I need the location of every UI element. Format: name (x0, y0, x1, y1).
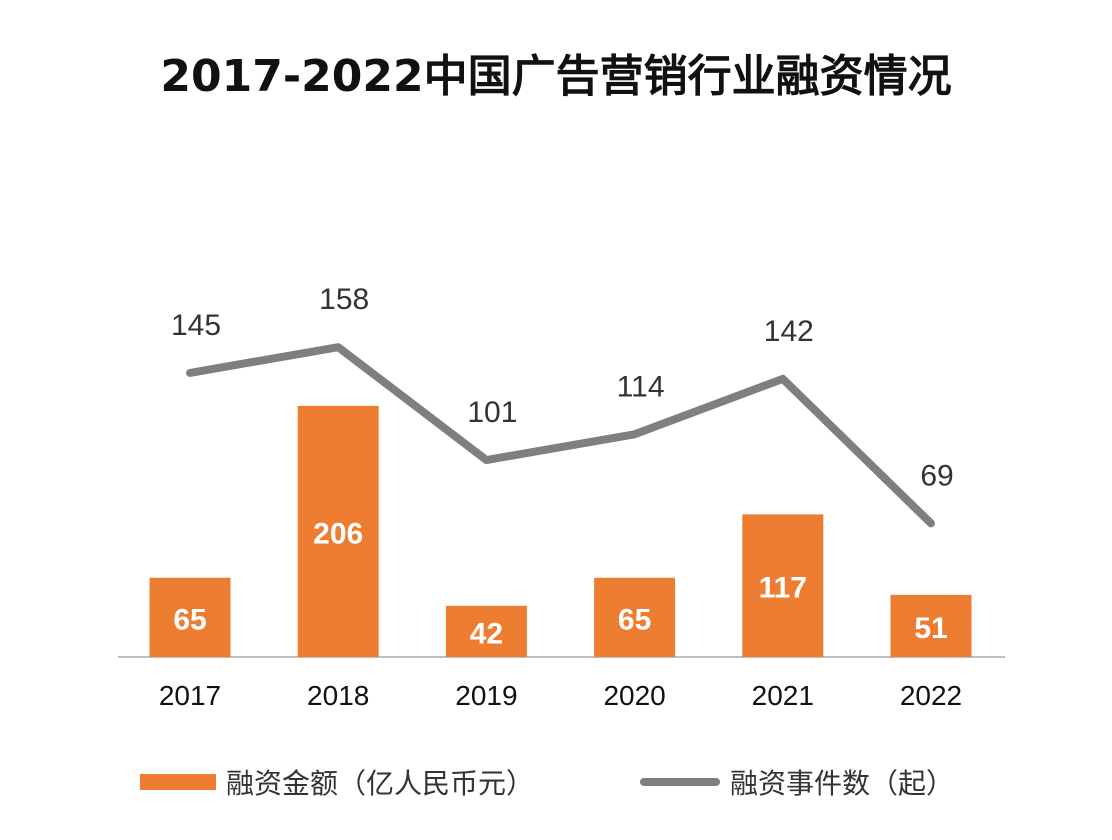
line-data-label: 101 (467, 396, 517, 429)
bar (297, 405, 379, 657)
legend-label-line: 融资事件数（起） (730, 767, 955, 800)
bar (742, 514, 824, 657)
line-point (189, 371, 191, 374)
line-data-label: 145 (171, 309, 221, 342)
line-data-label: 158 (319, 283, 369, 316)
x-tick-label: 2018 (307, 680, 369, 711)
x-tick-label: 2021 (752, 680, 814, 711)
line-point (485, 459, 488, 462)
line-data-label: 114 (617, 370, 665, 403)
bar-data-label: 51 (914, 612, 947, 645)
legend-item-line: 融资事件数（起） (640, 762, 954, 802)
bar (149, 577, 231, 657)
chart-title: 2017-2022中国广告营销行业融资情况 (160, 51, 952, 102)
legend-swatch-bar (140, 774, 216, 790)
line-data-label: 69 (920, 459, 953, 492)
legend-swatch-line (640, 778, 720, 786)
line-point (781, 377, 784, 380)
x-tick-label: 2017 (159, 680, 221, 711)
bar (594, 577, 676, 657)
x-tick-label: 2019 (455, 680, 517, 711)
line-point (633, 433, 636, 436)
line-series (186, 343, 935, 528)
bar-data-label: 65 (618, 603, 651, 636)
bar (445, 605, 527, 657)
legend-item-bar: 融资金额（亿人民币元） (140, 762, 534, 802)
legend-label-bar: 融资金额（亿人民币元） (226, 767, 535, 800)
x-tick-label: 2020 (603, 680, 665, 711)
bar (890, 594, 972, 657)
line-point (337, 346, 340, 349)
bar-data-label: 42 (470, 617, 503, 650)
x-tick-label: 2022 (900, 680, 962, 711)
line-point (930, 522, 932, 525)
bar-data-label: 65 (173, 603, 206, 636)
line-data-label: 142 (764, 315, 814, 348)
bar-data-label: 117 (759, 572, 807, 605)
bar-data-label: 206 (313, 517, 363, 550)
